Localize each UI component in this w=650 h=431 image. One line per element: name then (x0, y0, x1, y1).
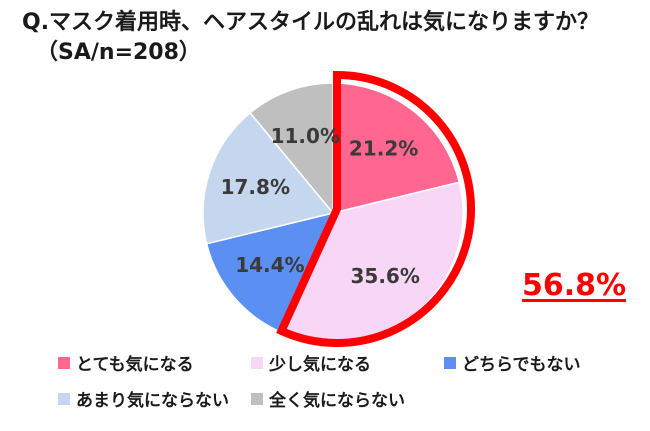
slice-value-label: 11.0% (271, 124, 340, 148)
slice-value-label: 35.6% (351, 264, 420, 288)
slice-value-label: 14.4% (235, 253, 304, 277)
legend-item: あまり気にならない (58, 386, 251, 411)
legend-item: とても気になる (58, 350, 251, 375)
legend: とても気になる 少し気になる どちらでもない あまり気にならない 全く気にならな… (58, 349, 638, 421)
legend-item: 少し気になる (251, 350, 444, 375)
legend-label: どちらでもない (462, 355, 581, 375)
legend-swatch (251, 356, 263, 369)
slice-not-very-concerned (202, 111, 335, 245)
legend-swatch (58, 356, 70, 369)
legend-label: 全く気にならない (269, 391, 405, 411)
legend-row: あまり気にならない 全く気にならない (58, 385, 638, 412)
slice-very-concerned (332, 82, 461, 214)
slice-value-label: 21.2% (349, 137, 418, 161)
sample-size-text: （SA/n=208） (36, 40, 201, 65)
legend-swatch (58, 392, 70, 405)
legend-label: とても気になる (76, 355, 194, 375)
legend-row: とても気になる 少し気になる どちらでもない (58, 349, 638, 376)
legend-label: 少し気になる (269, 355, 371, 375)
highlight-outline (276, 70, 476, 347)
legend-item: どちらでもない (444, 350, 581, 375)
chart-title: Q.マスク着用時、ヘアスタイルの乱れは気になりますか？ （SA/n=208） (22, 8, 637, 68)
slice-not-concerned (249, 82, 334, 216)
slice-neutral (205, 211, 335, 333)
legend-swatch (251, 392, 263, 405)
combined-percentage: 56.8% (522, 268, 627, 303)
legend-item: 全く気にならない (251, 386, 405, 411)
legend-swatch (444, 356, 456, 369)
slice-value-label: 17.8% (221, 175, 290, 199)
question-text: Q.マスク着用時、ヘアスタイルの乱れは気になりますか？ (22, 10, 600, 35)
legend-label: あまり気にならない (76, 391, 229, 411)
